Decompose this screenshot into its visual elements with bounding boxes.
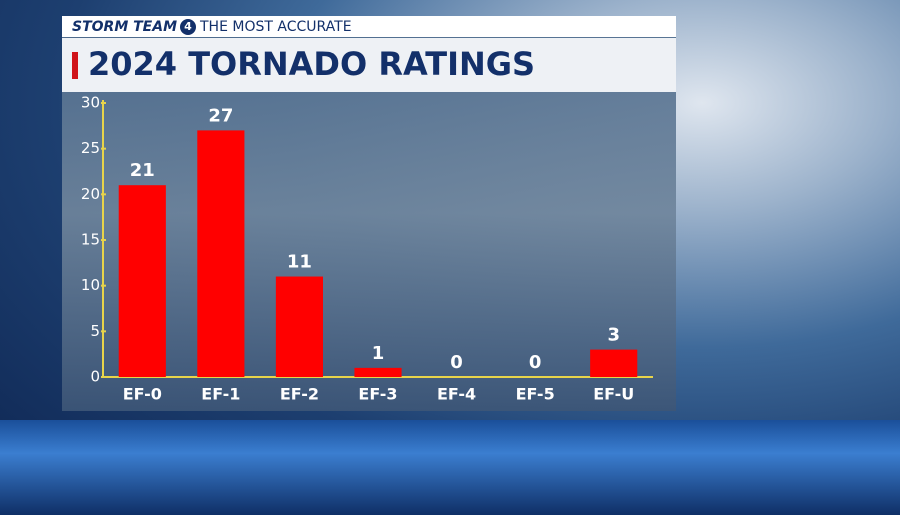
data-label: 0: [529, 352, 542, 373]
x-tick-label: EF-2: [280, 385, 319, 404]
tagline: THE MOST ACCURATE: [199, 19, 352, 35]
y-tick-label: 0: [90, 368, 100, 386]
bar: [275, 276, 323, 377]
x-tick-label: EF-0: [123, 385, 162, 404]
data-label: 11: [287, 252, 312, 273]
data-label: 21: [130, 160, 155, 181]
y-tick-label: 5: [90, 322, 100, 340]
data-label: 3: [607, 325, 620, 346]
data-label: 0: [450, 352, 463, 373]
data-label: 1: [372, 343, 385, 364]
x-tick-label: EF-3: [358, 385, 397, 404]
y-tick-label: 30: [81, 94, 100, 112]
bar: [118, 185, 166, 377]
y-tick-label: 15: [81, 231, 100, 249]
bar: [197, 130, 245, 377]
y-tick-label: 10: [81, 276, 100, 294]
data-label: 27: [208, 105, 233, 126]
brand-logo: [180, 19, 196, 35]
y-tick-label: 20: [81, 185, 100, 203]
x-tick-label: EF-1: [201, 385, 240, 404]
x-tick-label: EF-4: [437, 385, 476, 404]
brand-strip: [62, 16, 676, 37]
bar: [354, 367, 402, 377]
background-floor: [0, 420, 900, 515]
x-tick-label: EF-5: [516, 385, 555, 404]
brand: STORM TEAM: [72, 19, 177, 35]
title-bar: [62, 38, 676, 92]
x-tick-label: EF-U: [593, 385, 634, 404]
brand-number: 4: [184, 20, 192, 33]
y-tick-label: 25: [81, 139, 100, 157]
bar: [590, 349, 638, 377]
title-accent: [72, 52, 78, 79]
chart-title: 2024 TORNADO RATINGS: [88, 45, 535, 83]
